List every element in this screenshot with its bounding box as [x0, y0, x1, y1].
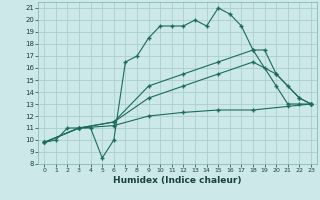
X-axis label: Humidex (Indice chaleur): Humidex (Indice chaleur)	[113, 176, 242, 185]
